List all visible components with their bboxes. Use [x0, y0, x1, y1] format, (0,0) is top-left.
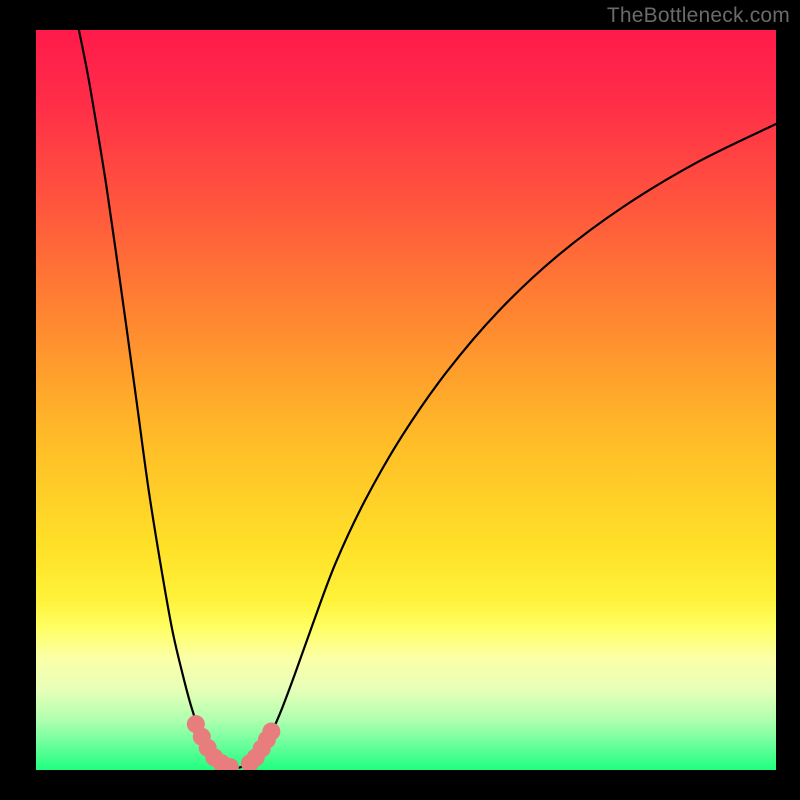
- chart-background-gradient: [36, 30, 776, 770]
- valley-marker: [262, 723, 280, 741]
- chart-svg: [36, 30, 776, 770]
- chart-plot-area: [36, 30, 776, 770]
- watermark-text: TheBottleneck.com: [607, 4, 790, 28]
